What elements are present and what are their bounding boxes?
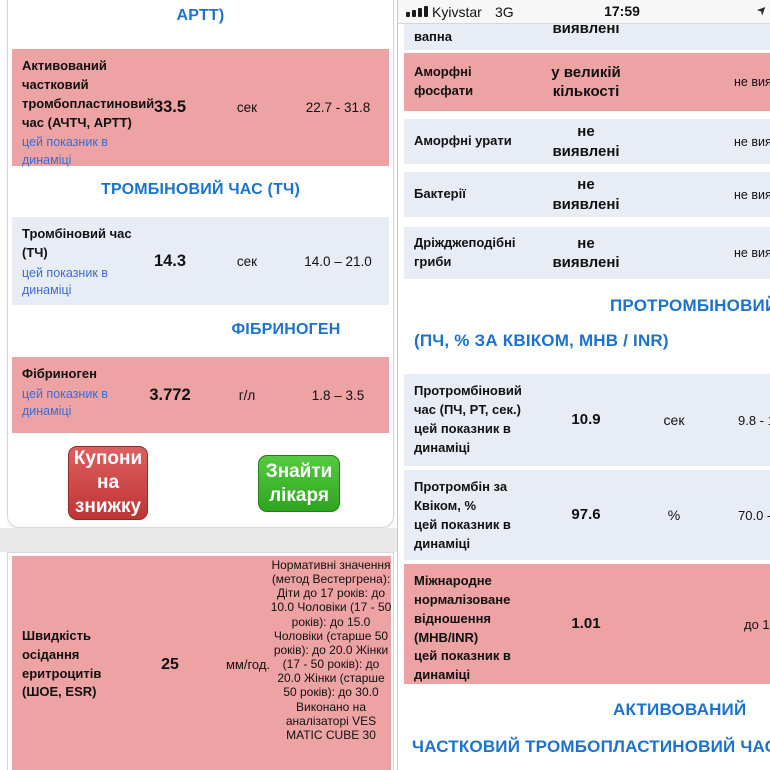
status-bar-clock: 17:59 [604, 3, 640, 19]
section-heading-aptt-line2: ЧАСТКОВИЙ ТРОМБОПЛАСТИНОВИЙ ЧАС ( [412, 737, 770, 756]
result-value: 33.5 [153, 98, 187, 116]
reference-clipped: до 1 [744, 616, 770, 632]
find-doctor-button[interactable]: Знайти лікаря [258, 455, 340, 512]
dynamics-link[interactable]: цей показник в динаміці [22, 265, 108, 298]
left-results-panel: АРТТ) Активований частковий тромбопласти… [0, 0, 397, 770]
result-row-fibrinogen: Фібриноген цей показник в динаміці 3.772… [12, 357, 389, 433]
result-value: у великій кількості [551, 63, 621, 101]
result-value: 10.9 [571, 411, 601, 429]
reference-clipped: не вияв [734, 75, 770, 89]
result-value: 25 [161, 655, 179, 673]
result-row-achtch: Активований частковий тромбопластиновий … [12, 49, 389, 169]
section-heading-aptt-partial: АРТТ) [176, 7, 225, 24]
result-unit [644, 564, 704, 684]
analyte-name: Аморфні урати [414, 133, 512, 149]
result-row-lime-salts-partial: вапна виявлені [404, 20, 770, 50]
dynamics-link[interactable]: цей показник в динаміці [22, 386, 108, 419]
result-unit: мм/год. [225, 657, 271, 672]
section-heading-fibrinogen: ФІБРИНОГЕН [231, 321, 341, 338]
result-value: не виявлені [552, 123, 620, 160]
analyte-name: Активований частковий тромбопластиновий … [22, 57, 154, 169]
analyte-name-partial: вапна [414, 29, 452, 44]
result-value: 14.3 [153, 251, 187, 270]
analyte-name: Тромбіновий час (ТЧ) цей показник в дина… [22, 225, 146, 300]
reference-clipped: 70.0 - 1 [738, 507, 770, 523]
carrier-label: Kyivstar [432, 4, 482, 20]
dynamics-link[interactable]: цей показник в динаміці [22, 135, 108, 167]
reference-range: 14.0 – 21.0 [304, 253, 372, 269]
result-row-amorphous-urates: Аморфні урати не виявлені не вияв [404, 119, 770, 164]
coupons-discount-button[interactable]: Купони на знижку [68, 446, 148, 520]
network-type-label: 3G [495, 4, 514, 20]
result-value: 3.772 [149, 385, 191, 404]
signal-strength-icon [406, 6, 428, 17]
result-row-yeast-fungi: Дріжджеподібні гриби не виявлені не вияв [404, 227, 770, 279]
analyte-name: Протромбіновий час (ПЧ, PT, сек.) цей по… [414, 374, 528, 466]
analyte-name: Протромбін за Квіком, % цей показник в д… [414, 470, 528, 560]
result-unit: сек [236, 100, 258, 115]
section-heading-prothrombin-line2: (ПЧ, % ЗА КВІКОМ, МНВ / INR) [414, 331, 669, 350]
analyte-name: Бактерії [414, 186, 466, 202]
reference-range: 1.8 – 3.5 [311, 387, 365, 403]
right-results-panel: вапна виявлені Аморфні фосфати у великій… [397, 0, 770, 770]
result-value: 97.6 [571, 506, 601, 524]
dynamics-link[interactable]: цей показник в динаміці [414, 420, 511, 455]
dynamics-link[interactable]: цей показник в динаміці [414, 516, 511, 551]
location-arrow-icon: ➤ [753, 1, 770, 19]
analyte-name: Дріжджеподібні гриби [414, 235, 516, 269]
section-heading-prothrombin-line1: ПРОТРОМБІНОВИЙ [610, 296, 770, 315]
result-unit: сек [663, 412, 685, 428]
analyte-name: Фібриноген цей показник в динаміці [22, 365, 146, 421]
result-row-prothrombin-quick: Протромбін за Квіком, % цей показник в д… [404, 470, 770, 560]
section-heading-aptt-line1: АКТИВОВАНИЙ [613, 700, 747, 719]
reference-clipped: не вияв [734, 187, 770, 202]
analyte-name: Аморфні фосфати [414, 64, 474, 98]
ios-status-bar: Kyivstar 3G 17:59 ➤ [398, 0, 770, 24]
result-unit: сек [236, 253, 258, 269]
reference-range: 22.7 - 31.8 [305, 100, 371, 115]
result-row-amorphous-phosphates: Аморфні фосфати у великій кількості не в… [404, 53, 770, 111]
result-value: не виявлені [552, 176, 620, 213]
reference-norms-text: Нормативні значення (метод Вестергрена):… [270, 558, 392, 742]
result-unit: г/л [238, 387, 256, 403]
panel-divider [0, 528, 397, 552]
result-row-esr: Швидкість осідання еритроцитів (ШОЕ, ESR… [12, 556, 391, 770]
result-value: 1.01 [571, 615, 601, 633]
result-unit: % [667, 507, 681, 523]
result-row-thrombin-time: Тромбіновий час (ТЧ) цей показник в дина… [12, 217, 389, 305]
esr-results-card: Швидкість осідання еритроцитів (ШОЕ, ESR… [7, 552, 394, 770]
result-value-partial: виявлені [552, 20, 620, 37]
reference-clipped: не вияв [734, 246, 770, 260]
coagulation-results-card: АРТТ) Активований частковий тромбопласти… [7, 0, 394, 528]
result-value: не виявлені [552, 234, 620, 272]
analyte-name: Швидкість осідання еритроцитів (ШОЕ, ESR… [22, 627, 102, 700]
analyte-name: Міжнародне нормалізоване відношення (МНВ… [414, 564, 528, 684]
result-row-prothrombin-time: Протромбіновий час (ПЧ, PT, сек.) цей по… [404, 374, 770, 466]
reference-clipped: не вияв [734, 134, 770, 149]
section-heading-thrombin-time: ТРОМБІНОВИЙ ЧАС (ТЧ) [100, 181, 301, 198]
dynamics-link[interactable]: цей показник в динаміці [414, 648, 511, 683]
result-row-bacteria: Бактерії не виявлені не вияв [404, 172, 770, 217]
reference-clipped: 9.8 - 1 [738, 412, 770, 428]
result-row-inr: Міжнародне нормалізоване відношення (МНВ… [404, 564, 770, 684]
